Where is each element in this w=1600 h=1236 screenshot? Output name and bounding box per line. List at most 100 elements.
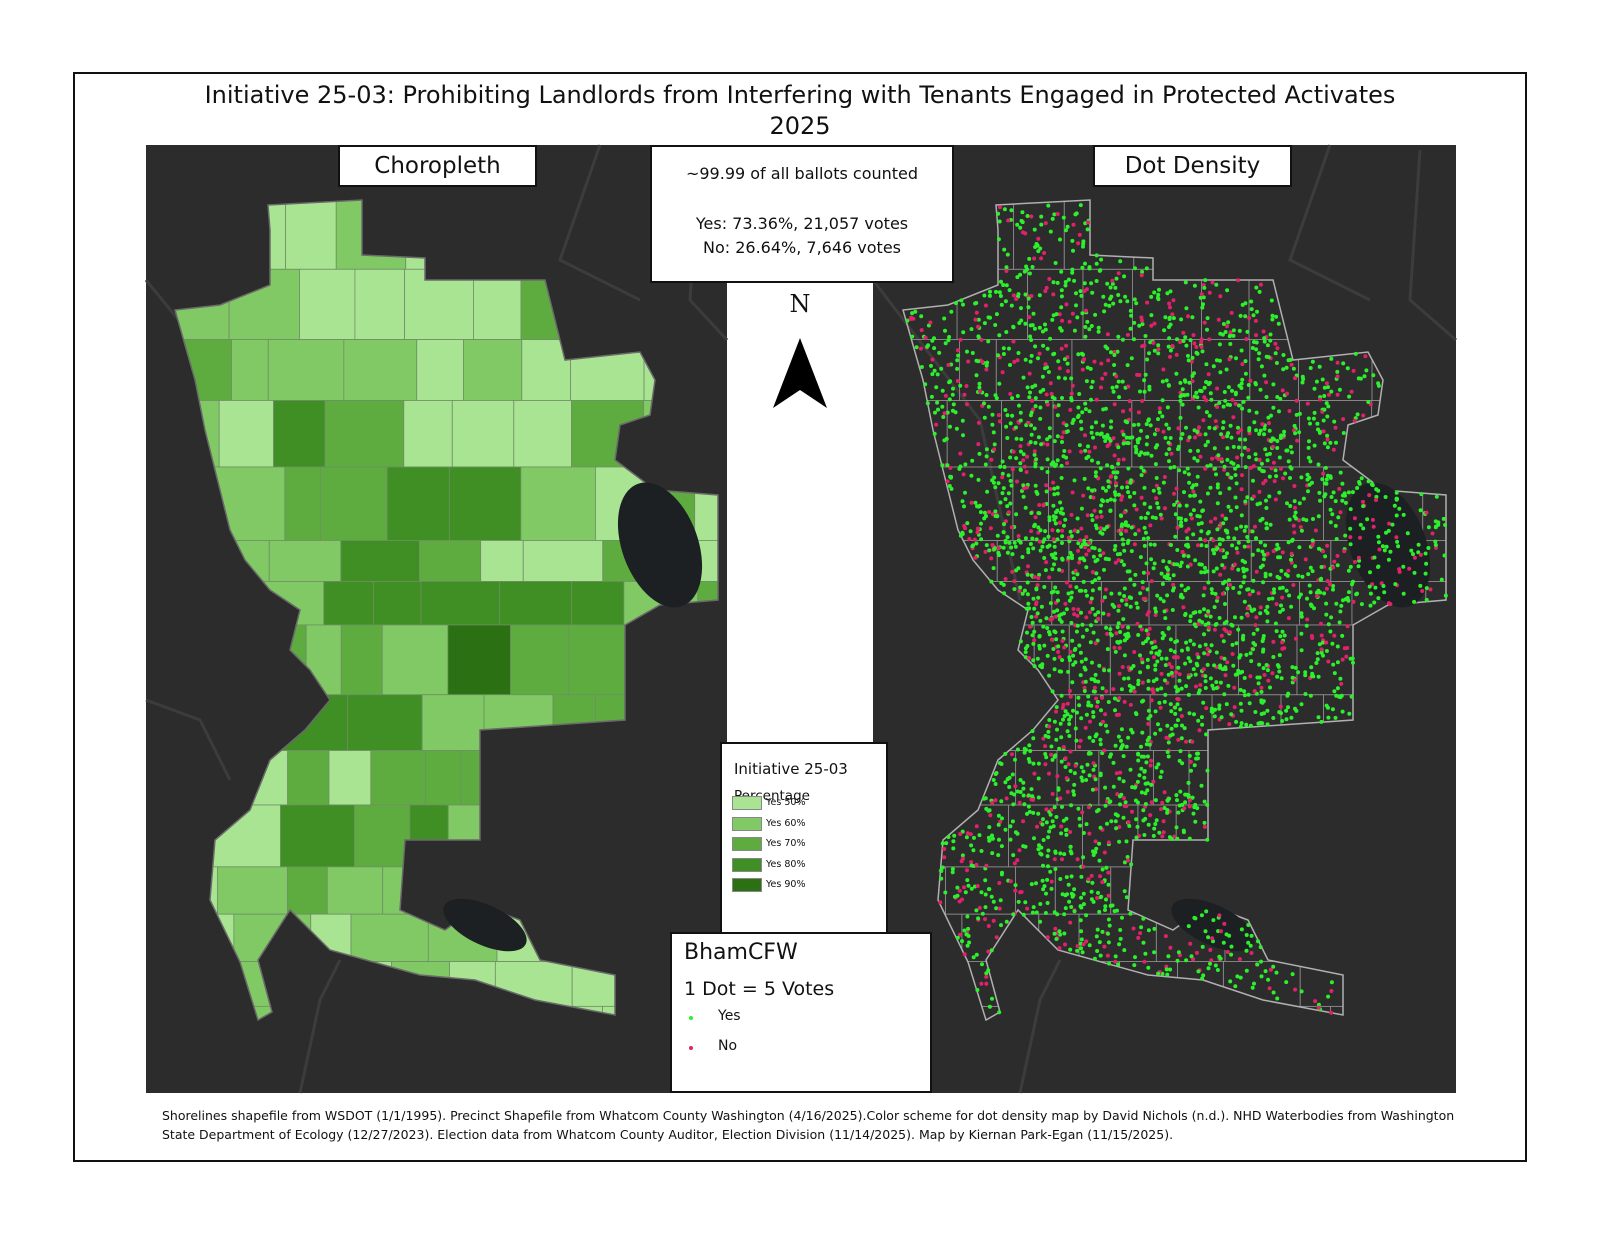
vote-dot (1210, 683, 1215, 688)
vote-dot (1196, 522, 1201, 526)
vote-dot (987, 510, 992, 514)
vote-dot (1041, 838, 1046, 842)
vote-dot (1136, 410, 1141, 415)
vote-dot (1228, 403, 1232, 407)
vote-dot (1068, 584, 1073, 589)
vote-dot (1000, 816, 1004, 821)
vote-dot (1031, 658, 1036, 663)
vote-dot (1256, 681, 1261, 686)
vote-dot (1092, 689, 1097, 694)
vote-dot (1068, 844, 1073, 849)
vote-dot (1239, 927, 1244, 932)
vote-dot (952, 894, 957, 899)
vote-dot (1026, 296, 1031, 301)
vote-dot (998, 500, 1003, 505)
vote-dot (969, 863, 974, 868)
vote-dot (1211, 686, 1216, 691)
vote-dot (1282, 429, 1287, 434)
vote-dot (1354, 592, 1359, 597)
vote-dot (1179, 736, 1184, 741)
vote-dot (1126, 466, 1131, 471)
vote-dot (1405, 531, 1410, 536)
vote-dot (1126, 676, 1131, 681)
vote-dot (1229, 435, 1234, 440)
vote-dot (1339, 681, 1344, 686)
vote-dot (1310, 671, 1315, 676)
vote-dot (974, 908, 979, 913)
vote-dot (1310, 543, 1315, 548)
vote-dot (1108, 497, 1113, 502)
vote-dot (1163, 692, 1168, 697)
vote-dot (984, 367, 989, 372)
vote-dot (983, 303, 988, 308)
vote-dot (1329, 980, 1334, 985)
vote-dot (1030, 536, 1035, 541)
vote-dot (943, 341, 948, 346)
vote-dot (1318, 429, 1322, 434)
vote-dot (1060, 892, 1065, 897)
vote-dot (1039, 214, 1044, 219)
vote-dot (1059, 824, 1064, 829)
vote-dot (1125, 569, 1130, 574)
vote-dot (1089, 897, 1094, 902)
vote-dot (1087, 540, 1092, 545)
vote-dot (1159, 686, 1164, 691)
vote-dot (1107, 923, 1112, 928)
vote-dot (1196, 691, 1201, 696)
vote-dot (1043, 529, 1048, 534)
vote-dot (1118, 928, 1123, 932)
vote-dot (1231, 444, 1236, 449)
vote-dot (1412, 555, 1417, 560)
vote-dot (1144, 561, 1149, 566)
vote-dot (1251, 631, 1256, 636)
vote-dot (1205, 647, 1210, 651)
vote-dot (1041, 736, 1046, 741)
vote-dot (1098, 737, 1103, 742)
vote-dot (1152, 348, 1157, 353)
vote-dot (1319, 647, 1324, 652)
vote-dot (1041, 624, 1046, 629)
vote-dot (1126, 735, 1131, 740)
vote-dot (1031, 810, 1036, 815)
vote-dot (1128, 308, 1133, 313)
vote-dot (1061, 745, 1066, 749)
vote-dot (972, 835, 976, 840)
vote-dot (1335, 360, 1340, 365)
vote-dot (1265, 722, 1270, 727)
vote-dot (1112, 696, 1117, 701)
vote-dot (1258, 501, 1262, 506)
vote-dot (1341, 417, 1346, 422)
vote-dot (1213, 707, 1217, 712)
vote-dot (1058, 510, 1063, 515)
vote-dot (1143, 516, 1148, 520)
vote-dot (1128, 604, 1133, 609)
vote-dot (1198, 683, 1203, 687)
vote-dot (1033, 344, 1038, 349)
vote-dot (1175, 836, 1180, 841)
vote-dot (1118, 299, 1123, 304)
vote-dot (1361, 504, 1366, 509)
vote-dot (1057, 669, 1062, 674)
precinct (350, 913, 429, 963)
vote-dot (1162, 806, 1167, 810)
vote-dot (1029, 787, 1034, 792)
vote-dot (1350, 656, 1355, 661)
vote-dot (1139, 465, 1144, 470)
vote-dot (1352, 516, 1357, 521)
vote-dot (1002, 522, 1006, 527)
vote-dot (1075, 572, 1080, 577)
vote-dot (1149, 323, 1154, 328)
vote-dot (1045, 346, 1050, 351)
vote-dot (1206, 625, 1211, 630)
vote-dot (1173, 705, 1178, 710)
vote-dot (1046, 835, 1051, 840)
vote-dot (1166, 754, 1171, 759)
vote-dot (1158, 596, 1163, 601)
vote-dot (1056, 359, 1061, 364)
vote-dot (1069, 874, 1074, 879)
vote-dot (1225, 446, 1230, 451)
vote-dot (1053, 926, 1058, 931)
vote-dot (1033, 404, 1038, 409)
vote-dot (1206, 935, 1211, 940)
vote-dot (1251, 578, 1256, 583)
